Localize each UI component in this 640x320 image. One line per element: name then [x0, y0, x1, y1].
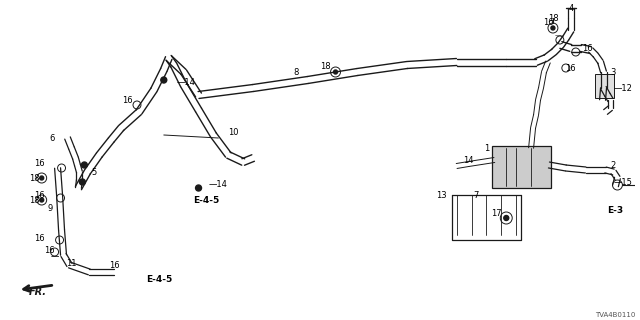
Circle shape [79, 179, 85, 185]
Text: 6: 6 [49, 133, 54, 142]
Circle shape [551, 26, 555, 30]
Text: 11: 11 [66, 259, 77, 268]
Circle shape [196, 185, 202, 191]
Text: 16: 16 [109, 260, 120, 269]
Text: 16: 16 [35, 190, 45, 199]
Text: —: — [51, 252, 59, 261]
Text: 8: 8 [293, 68, 298, 76]
Text: —14: —14 [177, 77, 196, 86]
Circle shape [333, 70, 337, 74]
Text: 7: 7 [474, 190, 479, 199]
Text: 1: 1 [484, 143, 489, 153]
Text: 18: 18 [320, 61, 331, 70]
Text: 18: 18 [548, 13, 558, 22]
Text: 16: 16 [543, 18, 553, 27]
Text: TVA4B0110: TVA4B0110 [595, 312, 636, 318]
Text: 2: 2 [611, 161, 616, 170]
Text: —: — [554, 32, 561, 38]
Text: 5: 5 [92, 167, 97, 177]
Circle shape [40, 176, 44, 180]
Text: E-4-5: E-4-5 [193, 196, 220, 204]
Text: 13: 13 [436, 190, 447, 199]
Text: 16: 16 [566, 63, 576, 73]
Circle shape [81, 162, 87, 168]
Text: 14: 14 [463, 156, 474, 164]
Text: FR.: FR. [29, 287, 47, 297]
Text: 18: 18 [29, 173, 40, 182]
Text: 16: 16 [35, 234, 45, 243]
Text: 16: 16 [122, 95, 132, 105]
Text: 16: 16 [582, 44, 593, 52]
Text: 10: 10 [228, 127, 239, 137]
Text: 18: 18 [29, 196, 40, 204]
Text: —12: —12 [614, 84, 632, 92]
Text: E-3: E-3 [607, 205, 623, 214]
Text: 17: 17 [491, 209, 502, 218]
Circle shape [161, 77, 167, 83]
Text: —15: —15 [614, 178, 632, 187]
Text: 16: 16 [44, 245, 55, 254]
Text: 3: 3 [611, 68, 616, 76]
Text: 9: 9 [47, 204, 52, 212]
FancyBboxPatch shape [492, 146, 551, 188]
Circle shape [40, 198, 44, 202]
Text: —14: —14 [209, 180, 227, 188]
Text: 4: 4 [568, 4, 573, 12]
FancyBboxPatch shape [595, 74, 614, 98]
Text: 16: 16 [35, 158, 45, 167]
Circle shape [504, 215, 509, 220]
Text: E-4-5: E-4-5 [146, 276, 172, 284]
